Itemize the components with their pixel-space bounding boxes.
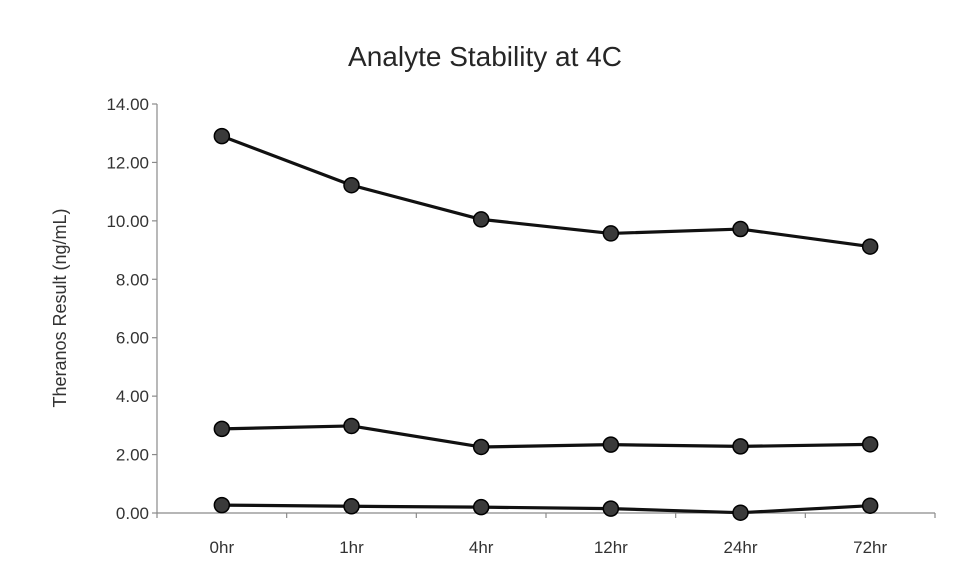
x-tick-label: 12hr	[594, 538, 628, 557]
data-point	[472, 211, 490, 228]
data-point	[732, 220, 749, 238]
y-tick-label: 4.00	[116, 387, 149, 406]
data-point	[861, 238, 879, 255]
y-tick-label: 2.00	[116, 446, 149, 465]
data-point	[472, 438, 490, 456]
data-point	[861, 436, 879, 453]
series-group	[213, 127, 879, 521]
series-line-3	[221, 503, 871, 515]
data-point	[343, 498, 360, 515]
series-line-1	[221, 134, 871, 249]
x-tick-label: 1hr	[339, 538, 364, 557]
y-ticks: 0.00 2.00 4.00 6.00 8.00 10.00 12.00 14.00	[106, 95, 157, 523]
x-tick-label: 0hr	[210, 538, 235, 557]
data-point	[732, 438, 749, 455]
data-point	[602, 436, 620, 453]
series-line-2	[221, 424, 871, 449]
y-axis-label: Theranos Result (ng/mL)	[50, 208, 70, 407]
x-tick-label: 4hr	[469, 538, 494, 557]
x-tick-label: 24hr	[723, 538, 757, 557]
y-tick-label: 6.00	[116, 329, 149, 348]
y-tick-label: 8.00	[116, 270, 149, 289]
data-point	[602, 225, 620, 242]
y-tick-label: 0.00	[116, 504, 149, 523]
data-point	[732, 504, 749, 521]
y-tick-label: 12.00	[106, 153, 149, 172]
data-point	[602, 500, 620, 517]
x-tick-label: 72hr	[853, 538, 887, 557]
chart-title: Analyte Stability at 4C	[348, 41, 622, 72]
y-tick-label: 14.00	[106, 95, 149, 114]
y-tick-label: 10.00	[106, 212, 149, 231]
data-point	[343, 176, 360, 194]
data-point	[343, 417, 360, 435]
data-point	[213, 127, 231, 145]
data-point	[213, 420, 231, 438]
data-point	[861, 497, 879, 514]
data-point	[472, 498, 490, 516]
x-ticks: 0hr 1hr 4hr 12hr 24hr 72hr	[156, 513, 936, 557]
data-point	[213, 496, 231, 514]
